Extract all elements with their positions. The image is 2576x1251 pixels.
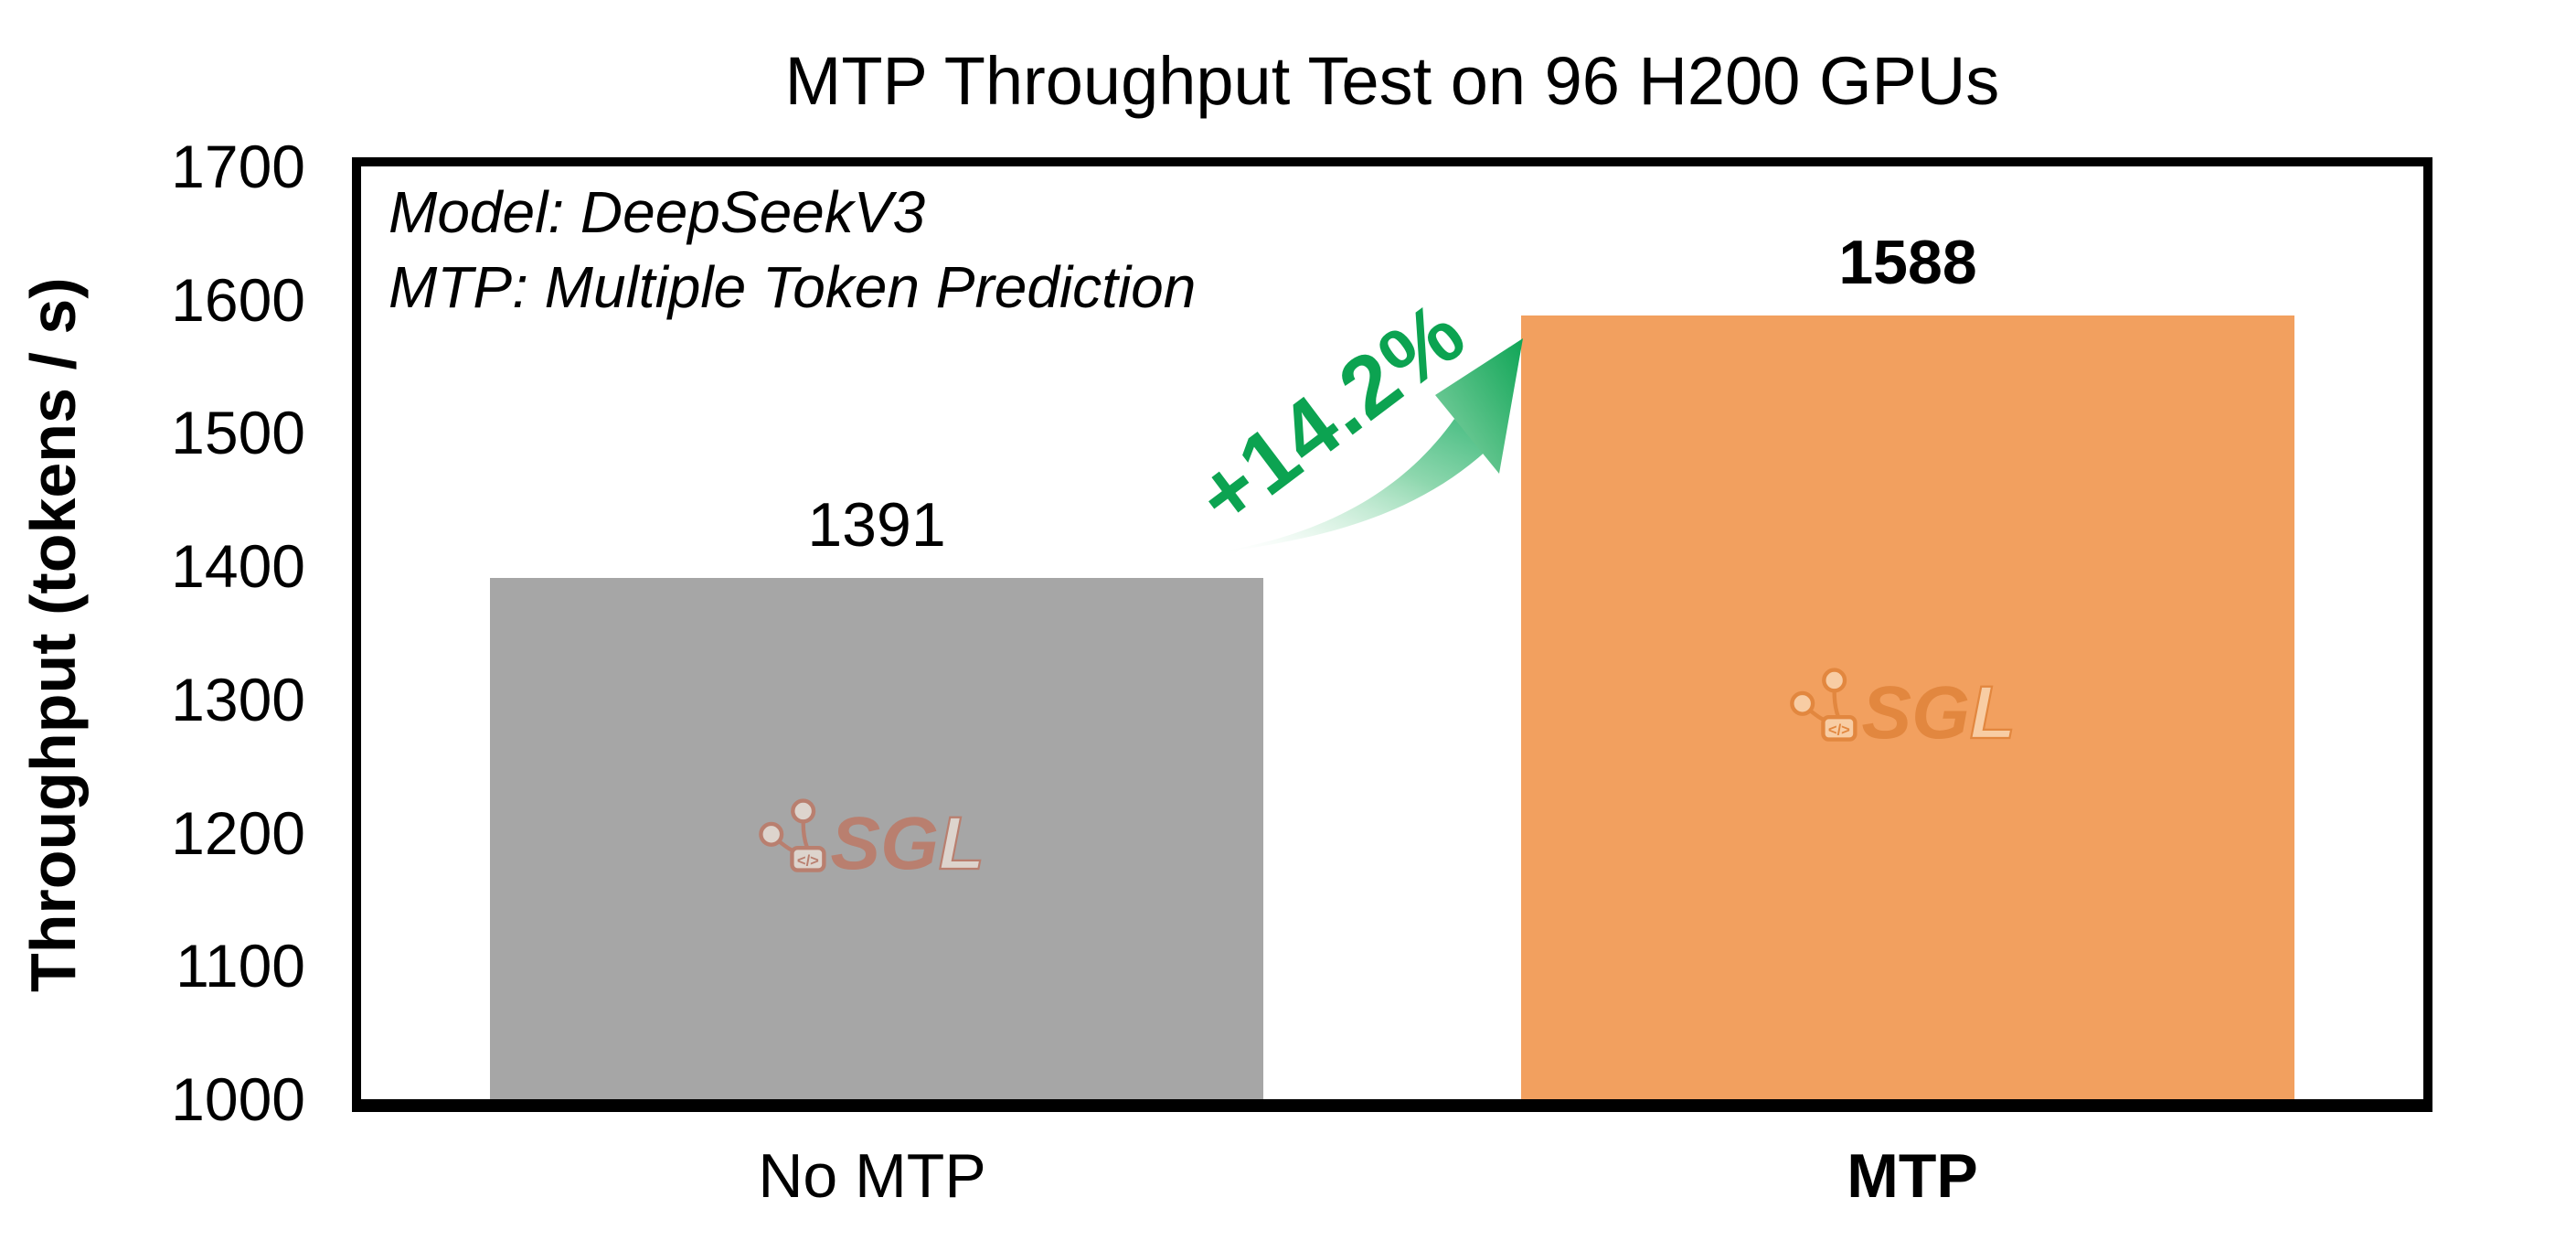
bar-mtp: </> SGL bbox=[1521, 315, 2294, 1099]
y-tick-label: 1600 bbox=[171, 265, 305, 334]
y-tick-label: 1000 bbox=[171, 1065, 305, 1133]
growth-arrow-icon: +14.2% bbox=[1179, 300, 1523, 553]
increase-annotation: +14.2% bbox=[1173, 300, 1575, 574]
logo-letters: SGL bbox=[1861, 671, 2016, 747]
chart-title: MTP Throughput Test on 96 H200 GPUs bbox=[784, 43, 2000, 119]
increase-label: +14.2% bbox=[1179, 300, 1484, 546]
y-tick-label: 1100 bbox=[176, 932, 305, 1000]
y-tick-label: 1200 bbox=[171, 798, 305, 867]
arrow-tail-swoosh bbox=[1209, 419, 1488, 553]
y-tick-label: 1500 bbox=[171, 399, 305, 467]
logo-branch-line bbox=[1832, 691, 1841, 718]
arrow-head bbox=[1435, 338, 1523, 474]
value-label-no-mtp: 1391 bbox=[807, 490, 946, 561]
y-tick-label: 1700 bbox=[171, 133, 305, 200]
logo-node-circle-icon bbox=[791, 798, 816, 824]
x-label-mtp: MTP bbox=[1847, 1141, 1978, 1211]
logo-node-circle-icon bbox=[1822, 668, 1847, 693]
logo-node-circle-icon bbox=[759, 822, 784, 848]
logo-code-box bbox=[1821, 714, 1857, 742]
value-label-mtp: 1588 bbox=[1838, 228, 1977, 298]
sglang-watermark-icon: </> SGL bbox=[1790, 668, 2017, 747]
logo-node-circle-icon bbox=[1790, 690, 1815, 716]
y-axis-ticks: 1000 1100 1200 1300 1400 1500 1600 1700 bbox=[0, 136, 318, 1129]
x-label-no-mtp: No MTP bbox=[758, 1141, 986, 1211]
model-annotation: Model: DeepSeekV3 MTP: Multiple Token Pr… bbox=[389, 176, 1196, 326]
logo-branch-line bbox=[801, 822, 810, 850]
logo-code-box bbox=[790, 846, 826, 873]
logo-code-glyph: </> bbox=[1828, 721, 1850, 738]
plot-area: Model: DeepSeekV3 MTP: Multiple Token Pr… bbox=[352, 157, 2432, 1112]
y-tick-label: 1400 bbox=[171, 532, 305, 601]
annotation-line-model: Model: DeepSeekV3 bbox=[389, 179, 926, 245]
bar-no-mtp: </> SGL bbox=[490, 578, 1263, 1099]
annotation-line-mtp: MTP: Multiple Token Prediction bbox=[389, 253, 1197, 320]
y-tick-label: 1300 bbox=[171, 665, 305, 733]
logo-code-glyph: </> bbox=[797, 852, 819, 870]
x-axis-labels: No MTP MTP bbox=[352, 1145, 2432, 1227]
logo-letters: SGL bbox=[830, 802, 985, 878]
sglang-watermark-icon: </> SGL bbox=[759, 798, 985, 879]
